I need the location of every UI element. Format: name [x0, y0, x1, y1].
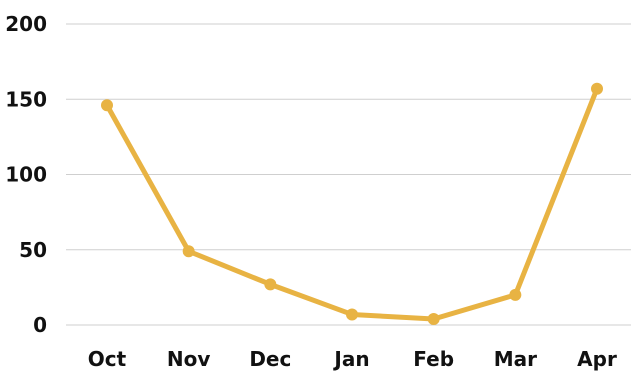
y-tick-label: 50: [19, 238, 47, 262]
data-point: [346, 308, 358, 321]
x-tick-label: Dec: [249, 347, 291, 371]
data-point: [101, 99, 113, 112]
y-tick-label: 0: [33, 313, 47, 337]
x-tick-label: Mar: [494, 347, 537, 371]
data-point: [509, 288, 522, 301]
data-point: [427, 312, 440, 325]
data-point: [264, 278, 277, 291]
x-tick-label: Apr: [577, 347, 617, 371]
x-tick-label: Oct: [88, 347, 127, 371]
data-point: [591, 82, 603, 95]
gridlines: [66, 23, 631, 326]
y-tick-label: 200: [5, 12, 47, 36]
y-tick-label: 150: [5, 87, 47, 111]
x-axis: Oct Nov Dec Jan Feb Mar Apr: [88, 347, 617, 371]
y-tick-label: 100: [5, 163, 47, 187]
x-tick-label: Nov: [167, 347, 211, 371]
series: [101, 82, 603, 325]
data-point: [182, 245, 195, 258]
x-tick-label: Jan: [332, 347, 369, 371]
y-axis: 0 50 100 150 200: [5, 12, 47, 337]
series-line: [104, 86, 600, 322]
x-tick-label: Feb: [413, 347, 454, 371]
